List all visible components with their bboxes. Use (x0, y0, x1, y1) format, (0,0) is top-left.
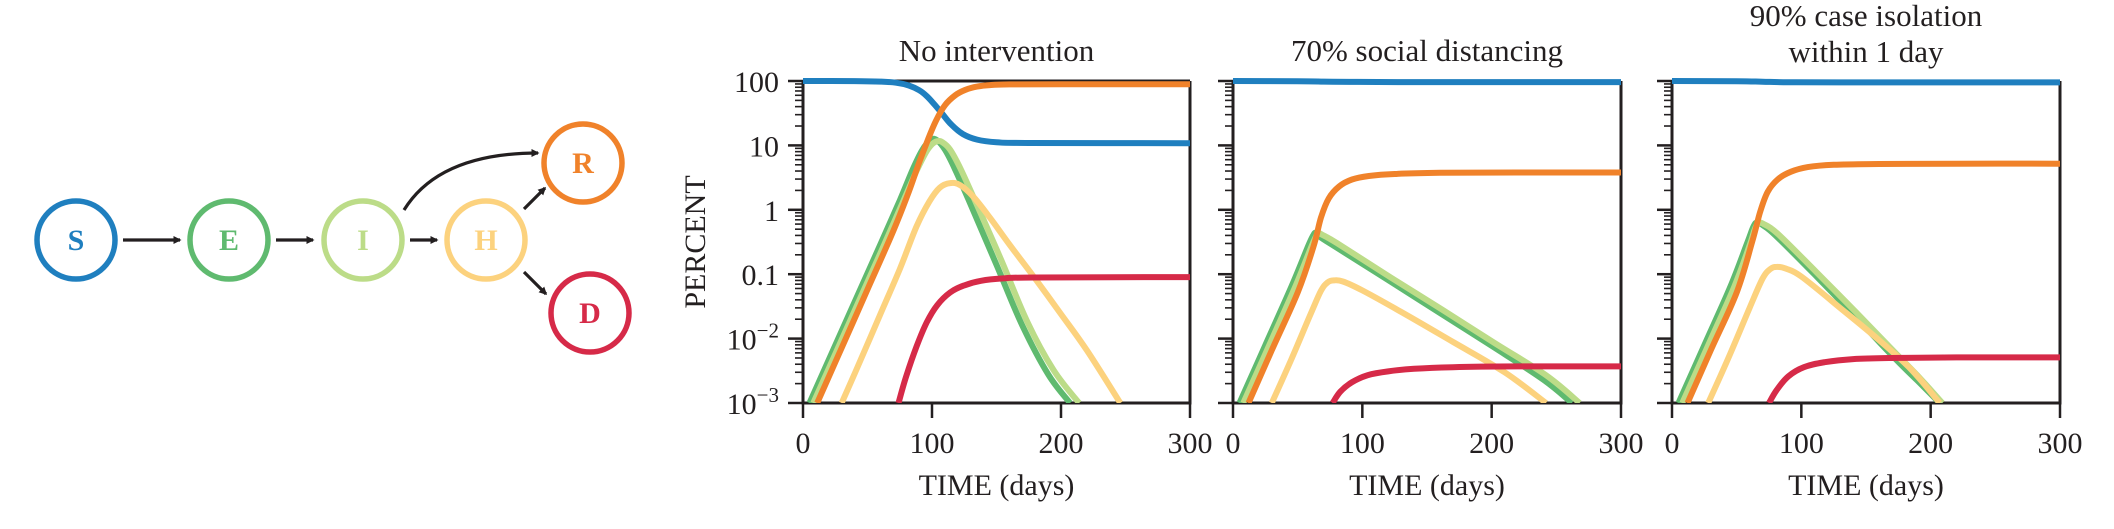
arrow-h-to-r (522, 186, 547, 211)
x-axis-label: TIME (days) (1349, 469, 1505, 502)
compartment-diagram: S E I H R D (34, 121, 632, 355)
panel-title-line: 90% case isolation (1750, 0, 1983, 33)
series-e-line (806, 135, 1073, 403)
panel-title: No intervention (899, 33, 1095, 68)
series-i-line (1240, 230, 1582, 403)
x-tick-label: 100 (1340, 427, 1385, 460)
node-i: I (321, 198, 405, 282)
y-tick-label: 10−3 (727, 383, 779, 421)
node-label: E (219, 224, 239, 257)
series-s-line (1672, 78, 2060, 86)
series-h-line (1705, 263, 1942, 403)
panel-1: No intervention 100 10 1 0.1 10−2 10−3 PERCENT 0… (679, 33, 1213, 502)
diagram-edges (123, 149, 548, 296)
x-axis-label: TIME (days) (919, 469, 1075, 502)
node-d: D (548, 271, 632, 355)
arrow-h-to-d (522, 270, 548, 296)
y-axis-ticks (788, 79, 803, 405)
y-tick-label: 10 (749, 130, 779, 163)
chart-panels: No intervention 100 10 1 0.1 10−2 10−3 PERCENT 0… (679, 0, 2083, 502)
panel-title-line: within 1 day (1789, 34, 1944, 69)
node-circle (34, 198, 118, 282)
y-axis-label: PERCENT (679, 175, 712, 308)
x-tick-label: 200 (1469, 427, 1514, 460)
y-tick-label: 0.1 (742, 259, 780, 292)
series-r-line (814, 81, 1191, 403)
x-tick-label: 300 (2038, 427, 2083, 460)
x-axis-label: TIME (days) (1788, 469, 1944, 502)
node-circle (321, 198, 405, 282)
y-tick-label: 100 (734, 66, 779, 99)
y-tick-labels: 100 10 1 0.1 10−2 10−3 (727, 66, 779, 421)
diagram-nodes: S E I H R D (34, 121, 632, 355)
node-e: E (187, 198, 271, 282)
x-tick-label: 100 (910, 427, 955, 460)
series-h-line (1269, 277, 1548, 403)
x-axis-ticks: 0 100 200 300 (1226, 403, 1644, 460)
node-h: H (444, 198, 528, 282)
node-circle (548, 271, 632, 355)
series-s-line (1233, 78, 1621, 86)
series-r-line (1245, 169, 1622, 403)
y-tick-label: 1 (764, 195, 779, 228)
node-label: D (579, 297, 601, 330)
x-tick-label: 200 (1908, 427, 1953, 460)
node-label: S (68, 224, 85, 257)
node-label: H (474, 224, 497, 257)
node-label: R (572, 147, 594, 180)
series-d-line (895, 274, 1191, 403)
y-axis-ticks (1218, 79, 1233, 405)
node-circle (444, 198, 528, 282)
node-label: I (357, 224, 369, 257)
series-group (1233, 78, 1622, 403)
node-circle (187, 198, 271, 282)
x-tick-label: 300 (1168, 427, 1213, 460)
x-tick-label: 200 (1039, 427, 1084, 460)
series-group (803, 78, 1191, 403)
x-tick-label: 300 (1599, 427, 1644, 460)
node-r: R (541, 121, 625, 205)
panel-2: 70% social distancing 0 100 200 300 TIME (day… (1218, 33, 1644, 502)
panel-title: 70% social distancing (1291, 33, 1563, 68)
x-tick-label: 100 (1779, 427, 1824, 460)
x-tick-label: 0 (1665, 427, 1680, 460)
series-group (1672, 78, 2061, 403)
node-s: S (34, 198, 118, 282)
y-axis-ticks (1657, 79, 1672, 405)
series-d-line (1766, 354, 2061, 403)
series-h-line (838, 179, 1123, 403)
node-circle (541, 121, 625, 205)
x-axis-ticks: 0 100 200 300 (1665, 403, 2083, 460)
x-tick-label: 0 (796, 427, 811, 460)
series-s-line (803, 78, 1191, 147)
x-tick-label: 0 (1226, 427, 1241, 460)
x-axis-ticks: 0 100 200 300 (796, 403, 1213, 460)
y-tick-label: 10−2 (727, 319, 779, 357)
series-r-line (1684, 160, 2061, 403)
arrow-i-to-r (402, 149, 540, 211)
series-e-line (1236, 229, 1574, 403)
series-d-line (1330, 363, 1622, 403)
